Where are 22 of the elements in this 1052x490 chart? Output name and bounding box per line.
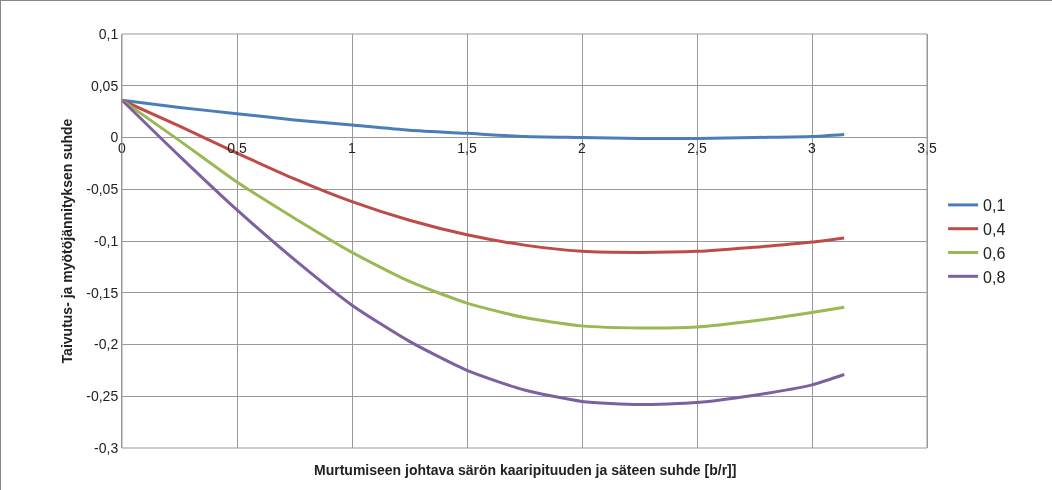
y-tick-label: -0,15 xyxy=(86,284,119,301)
y-axis-title: Taivutus- ja myötöjännityksen suhde xyxy=(58,118,75,364)
legend-label: 0,6 xyxy=(983,244,1006,262)
x-tick-label: 2 xyxy=(578,139,587,156)
legend-label: 0,8 xyxy=(983,268,1006,286)
y-tick-label: -0,3 xyxy=(94,439,119,456)
line-series xyxy=(122,98,846,141)
y-tick-label: -0,1 xyxy=(94,232,119,249)
y-tick-label: -0,25 xyxy=(86,388,119,405)
x-tick-label: 0,5 xyxy=(227,139,247,156)
x-tick-label: 1 xyxy=(348,139,357,156)
x-tick-label: 2,5 xyxy=(687,139,707,156)
legend-label: 0,1 xyxy=(983,197,1006,215)
x-tick-label: 3 xyxy=(808,139,817,156)
x-tick-label: 3,5 xyxy=(917,139,937,156)
y-tick-label: -0,05 xyxy=(86,181,119,198)
x-tick-label: 1,5 xyxy=(457,139,477,156)
y-tick-label: 0,1 xyxy=(98,25,119,42)
x-axis-title: Murtumiseen johtava särön kaaripituuden ja säteen suhde [b/r]] xyxy=(314,462,737,478)
y-tick-label: -0,2 xyxy=(94,336,119,353)
y-tick-label: 0,05 xyxy=(90,77,119,94)
legend-label: 0,4 xyxy=(983,220,1006,238)
